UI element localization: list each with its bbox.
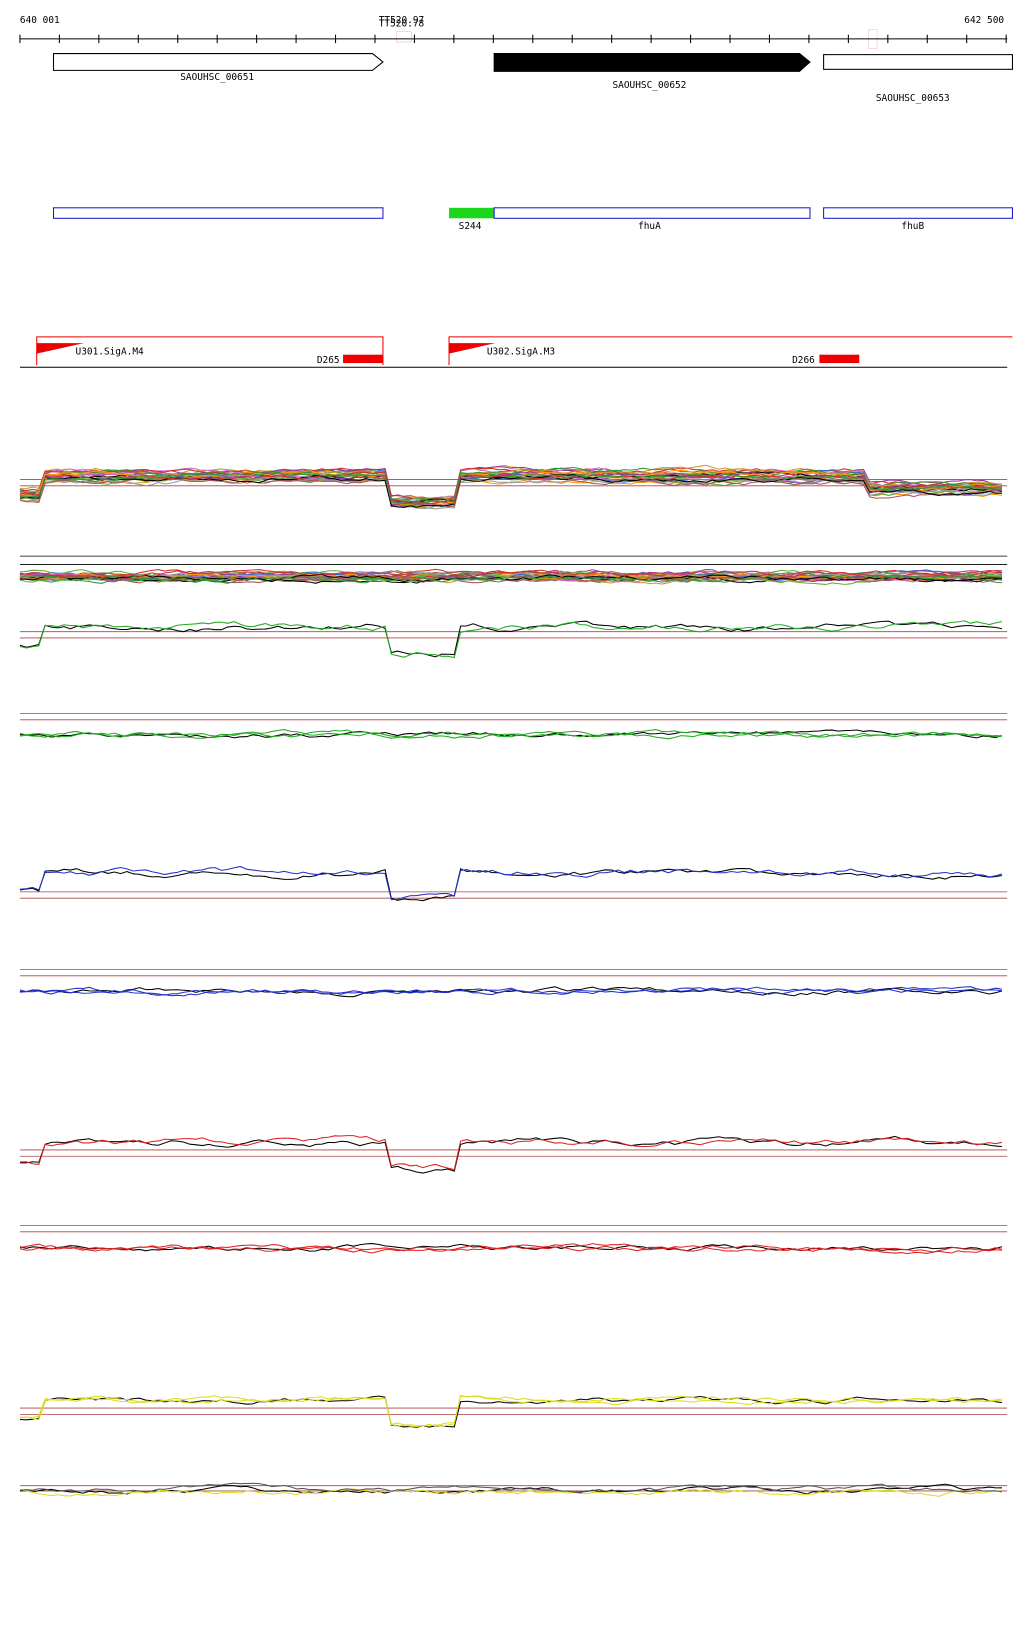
promoter-label: D265 — [317, 355, 340, 366]
feature-box — [493, 207, 811, 219]
gene-arrow — [493, 53, 811, 72]
promoter-label: D266 — [792, 355, 815, 366]
ruler-ticks — [19, 34, 1007, 44]
expression-trace — [19, 471, 1003, 505]
feature-box — [52, 207, 384, 219]
terminator-box — [396, 31, 412, 43]
expression-trace — [19, 471, 1003, 505]
promoter-label: U302.SigA.M3 — [487, 347, 555, 358]
expression-trace — [19, 572, 1003, 583]
promoter-end — [819, 354, 860, 364]
gene-label: SAOUHSC_00653 — [876, 93, 950, 104]
expression-trace — [19, 468, 1003, 505]
feature-label: S244 — [459, 221, 482, 232]
expression-trace — [19, 475, 1003, 508]
expression-trace — [19, 620, 1003, 658]
expression-trace — [19, 867, 1003, 902]
terminator-label: TT520.97 — [379, 15, 424, 26]
ruler-end: 642 500 — [964, 15, 1004, 26]
feature-label: fhuA — [638, 221, 661, 232]
expression-trace — [19, 569, 1002, 579]
expression-trace — [19, 466, 1003, 504]
expression-trace — [19, 729, 1003, 740]
feature-label: fhuB — [901, 221, 924, 232]
gene-arrow — [823, 54, 1013, 70]
gene-label: SAOUHSC_00651 — [180, 72, 254, 83]
expression-trace — [19, 1243, 1003, 1254]
expression-trace — [19, 986, 1003, 998]
expression-trace — [19, 573, 1002, 583]
promoter-span — [448, 336, 1013, 366]
expression-trace — [19, 1482, 1003, 1494]
expression-trace — [19, 865, 1003, 901]
expression-tracks — [19, 464, 1008, 1497]
expression-trace — [19, 1394, 1003, 1427]
promoter-label: U301.SigA.M4 — [76, 347, 145, 358]
ruler-start: 640 001 — [20, 15, 60, 26]
expression-trace — [19, 1243, 1003, 1255]
promoter-marker — [36, 343, 84, 354]
expression-trace — [19, 1135, 1003, 1174]
expression-trace — [19, 620, 1003, 659]
terminator-label: TT520.78 — [379, 18, 425, 29]
expression-trace — [19, 986, 1003, 996]
feature-box — [449, 207, 495, 219]
expression-trace — [19, 1488, 1003, 1497]
gene-label: SAOUHSC_00652 — [613, 80, 687, 91]
feature-box — [823, 207, 1013, 219]
expression-trace — [19, 1395, 1002, 1428]
gene-arrow — [52, 53, 384, 71]
promoter-end — [343, 354, 383, 364]
expression-trace — [19, 1135, 1003, 1171]
